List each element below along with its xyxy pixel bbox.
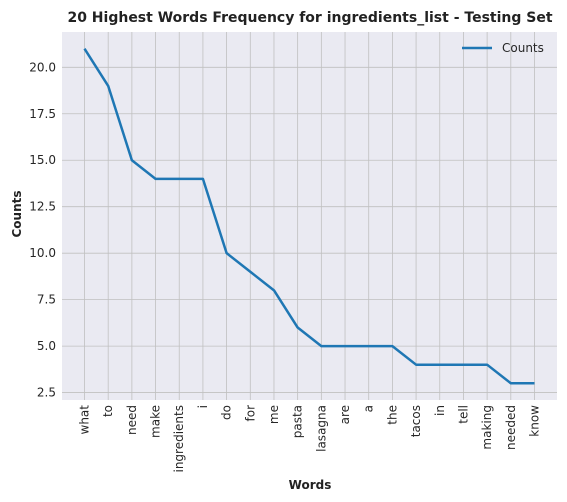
legend: Counts <box>462 41 544 55</box>
x-tick-label: need <box>125 405 139 435</box>
x-tick-label: me <box>267 405 281 424</box>
x-tick-label: lasagna <box>314 405 328 452</box>
series-layer <box>83 48 535 385</box>
x-tick-label: i <box>196 405 210 408</box>
y-tick-label: 17.5 <box>29 107 56 121</box>
x-tick-label: what <box>78 405 92 435</box>
y-tick-label: 2.5 <box>37 386 56 400</box>
y-axis-label: Counts <box>10 190 24 237</box>
x-tick-label: tell <box>456 405 470 424</box>
x-tick-label: needed <box>504 405 518 450</box>
x-axis-ticks: what to need make ingredients i do for me pasta la… <box>78 405 542 473</box>
x-axis-label: Words <box>289 478 332 492</box>
x-tick-label: pasta <box>291 405 305 438</box>
x-tick-label: tacos <box>409 405 423 437</box>
x-tick-label: for <box>243 405 257 422</box>
x-tick-label: a <box>362 405 376 412</box>
series-line-counts <box>83 48 535 385</box>
y-tick-label: 10.0 <box>29 246 56 260</box>
y-tick-label: 12.5 <box>29 200 56 214</box>
y-tick-label: 20.0 <box>29 60 56 74</box>
x-tick-label: in <box>433 405 447 416</box>
y-tick-label: 7.5 <box>37 293 56 307</box>
x-tick-label: to <box>101 405 115 417</box>
x-tick-label: making <box>480 405 494 450</box>
y-tick-label: 15.0 <box>29 153 56 167</box>
x-tick-label: make <box>149 405 163 438</box>
x-tick-label: are <box>338 405 352 424</box>
chart-title: 20 Highest Words Frequency for ingredien… <box>67 10 552 26</box>
x-tick-label: ingredients <box>172 405 186 473</box>
grid-lines <box>62 32 557 400</box>
legend-label: Counts <box>502 41 544 55</box>
x-tick-label: know <box>528 405 542 437</box>
y-axis-ticks: 2.5 5.0 7.5 10.0 12.5 15.0 17.5 20.0 <box>29 60 56 399</box>
x-tick-label: do <box>220 405 234 420</box>
plot-area <box>62 32 557 400</box>
y-tick-label: 5.0 <box>37 339 56 353</box>
x-tick-label: the <box>385 405 399 425</box>
